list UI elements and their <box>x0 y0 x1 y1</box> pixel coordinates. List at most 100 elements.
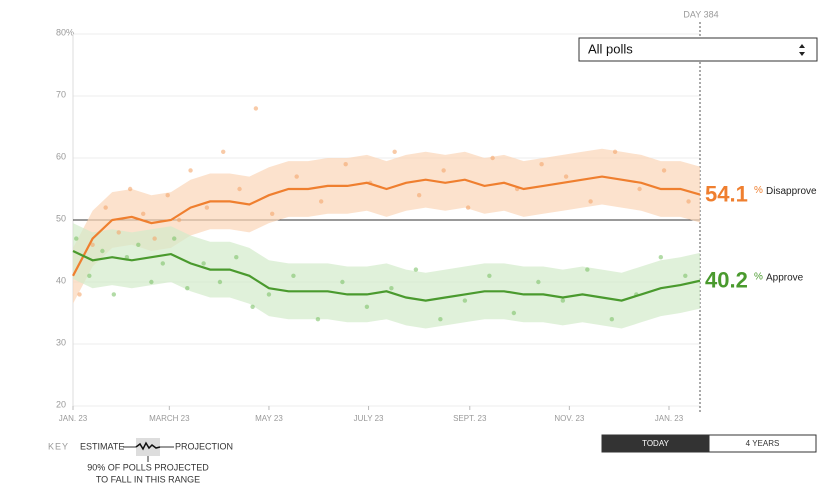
x-tick-label: JAN. 23 <box>59 414 88 423</box>
dropdown-box[interactable] <box>578 37 818 62</box>
x-tick-label: JAN. 23 <box>655 414 684 423</box>
y-tick-label: 80% <box>56 27 74 37</box>
poll-dot <box>160 261 166 266</box>
x-tick-label: NOV. 23 <box>554 414 584 423</box>
x-tick-label: MARCH 23 <box>149 414 190 423</box>
poll-dot <box>77 292 82 297</box>
poll-dot <box>103 205 108 210</box>
poll-dot <box>100 248 105 254</box>
poll-dot <box>136 242 141 247</box>
poll-dot <box>172 236 177 241</box>
poll-dot <box>462 298 468 303</box>
poll-dot <box>116 230 121 235</box>
poll-dot <box>490 155 495 161</box>
poll-dot <box>686 199 691 204</box>
range-button-label[interactable]: 4 YEARS <box>746 439 780 448</box>
poll-dot <box>539 162 544 167</box>
y-tick-label: 60 <box>56 151 66 161</box>
day-label: DAY 384 <box>683 9 718 19</box>
poll-dot <box>201 261 206 266</box>
key-estimate: ESTIMATE <box>80 441 124 451</box>
poll-dot <box>661 168 667 173</box>
poll-dot <box>637 186 642 192</box>
range-button[interactable] <box>708 434 817 453</box>
poll-dot <box>149 279 154 285</box>
poll-dot <box>560 298 566 303</box>
poll-dot <box>127 186 133 192</box>
series-name: Disapprove <box>766 186 817 197</box>
poll-dot <box>658 255 664 260</box>
poll-dot <box>266 292 272 297</box>
poll-dot <box>74 236 79 241</box>
y-tick-label: 70 <box>56 89 66 99</box>
key-estimate-line <box>135 441 161 451</box>
projection-band <box>73 223 700 329</box>
poll-dot <box>234 255 239 260</box>
poll-dot <box>204 205 210 210</box>
poll-dot <box>111 292 117 297</box>
poll-dot <box>188 168 193 173</box>
current-value: 54.1 <box>705 181 748 206</box>
poll-dot <box>441 168 446 173</box>
poll-dot <box>487 273 492 278</box>
series-name: Approve <box>766 272 804 283</box>
poll-dot <box>253 106 259 111</box>
unit-label: % <box>754 271 763 282</box>
poll-dot <box>340 279 345 285</box>
key-title: KEY <box>48 441 69 451</box>
current-value: 40.2 <box>705 268 748 293</box>
poll-dot <box>176 217 182 223</box>
range-button-label[interactable]: TODAY <box>642 439 669 448</box>
poll-dot <box>612 149 618 154</box>
x-tick-label: SEPT. 23 <box>453 414 487 423</box>
dropdown-arrow <box>799 44 805 56</box>
projection-band <box>73 148 700 304</box>
poll-dot <box>392 149 397 154</box>
poll-dot <box>165 193 170 198</box>
estimate-line <box>72 175 701 277</box>
x-tick-label: MAY 23 <box>255 414 283 423</box>
poll-dot <box>563 174 569 179</box>
key-note: 90% OF POLLS PROJECTED <box>87 462 209 472</box>
x-tick-label: JULY 23 <box>354 414 384 423</box>
poll-dot <box>294 174 299 179</box>
y-tick-label: 20 <box>56 399 66 409</box>
y-tick-label: 40 <box>56 275 66 285</box>
key-note: TO FALL IN THIS RANGE <box>96 474 200 484</box>
poll-dot <box>217 279 223 285</box>
poll-dot <box>315 317 321 322</box>
poll-dot <box>291 273 296 278</box>
poll-dot <box>413 267 419 272</box>
poll-dot <box>609 317 615 322</box>
dropdown-label[interactable]: All polls <box>588 41 633 56</box>
poll-dot <box>364 304 370 309</box>
poll-dot <box>588 199 593 204</box>
poll-dot <box>438 317 443 322</box>
poll-dot <box>87 273 92 278</box>
poll-dot <box>416 193 422 198</box>
poll-dot <box>585 267 590 272</box>
poll-dot <box>152 236 157 241</box>
poll-dot <box>141 211 146 216</box>
unit-label: % <box>754 185 763 196</box>
poll-dot <box>237 186 242 192</box>
filter-dropdown[interactable]: All polls <box>578 37 818 62</box>
poll-dot <box>318 199 324 204</box>
poll-dot <box>270 211 275 216</box>
poll-dot <box>343 162 348 167</box>
poll-dot <box>389 286 394 291</box>
key-projection: PROJECTION <box>175 441 233 451</box>
y-tick-label: 30 <box>56 337 66 347</box>
poll-dot <box>683 273 688 278</box>
poll-dot <box>250 304 255 309</box>
poll-dot <box>536 279 541 285</box>
plot-area: 20 30 40 50 60 70 80% JAN. 23 MARCH 23 MAY 23 JULY… <box>56 22 817 423</box>
poll-dot <box>90 242 95 247</box>
estimate-line <box>72 250 701 302</box>
poll-dot <box>511 310 517 316</box>
y-tick-label: 50 <box>56 213 66 223</box>
poll-dot <box>221 149 226 154</box>
poll-dot <box>465 205 471 210</box>
poll-dot <box>185 286 190 291</box>
